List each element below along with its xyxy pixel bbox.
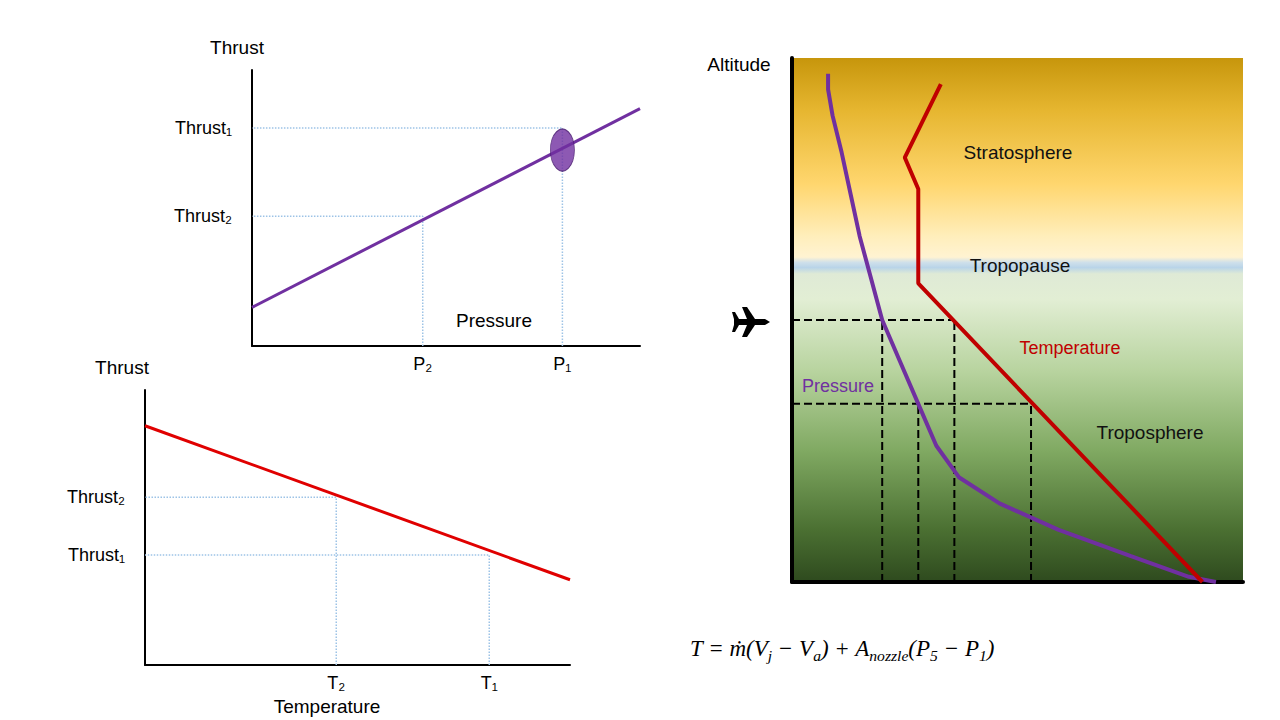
svg-text:Pressure: Pressure [456, 310, 532, 331]
svg-text:Thrust₂: Thrust₂ [67, 487, 125, 507]
html-text:T = ṁ(Vj− Va) + Anozzle(P5− P1: T = ṁ(Vj− Va) + Anozzle(P5− P1) [690, 636, 995, 664]
svg-text:Tropopause: Tropopause [970, 255, 1071, 276]
svg-text:Thrust₂: Thrust₂ [174, 206, 232, 226]
svg-text:Altitude: Altitude [707, 54, 770, 75]
svg-text:Temperature: Temperature [1019, 338, 1120, 358]
svg-text:Stratosphere: Stratosphere [964, 142, 1073, 163]
svg-text:Temperature: Temperature [274, 696, 381, 717]
svg-text:Thrust: Thrust [95, 357, 150, 378]
svg-text:T₂: T₂ [327, 673, 345, 693]
svg-text:Thrust₁: Thrust₁ [175, 118, 232, 138]
svg-text:Troposphere: Troposphere [1096, 422, 1203, 443]
svg-text:P₂: P₂ [413, 354, 432, 374]
svg-text:Thrust₁: Thrust₁ [68, 545, 125, 565]
svg-text:T₁: T₁ [481, 673, 498, 693]
svg-text:P₁: P₁ [553, 354, 571, 374]
svg-text:Pressure: Pressure [802, 376, 874, 396]
svg-text:Thrust: Thrust [210, 37, 265, 58]
